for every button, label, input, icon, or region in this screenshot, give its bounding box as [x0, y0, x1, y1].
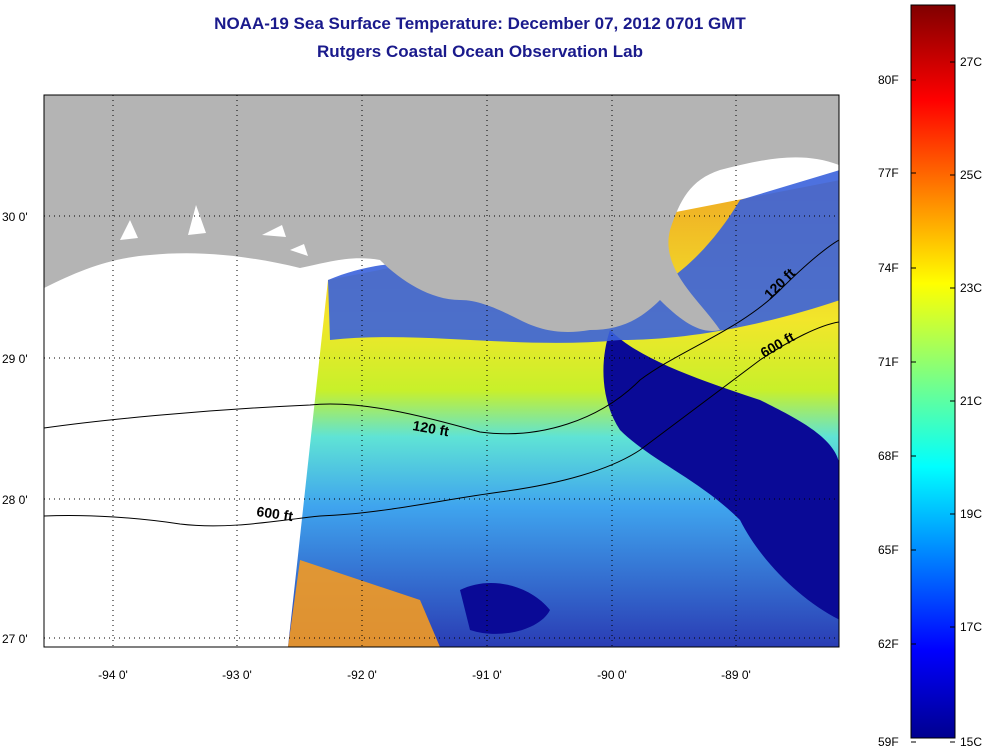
lon-tick-label: -94 0' [98, 668, 128, 682]
sst-cold-plume [603, 330, 839, 620]
map-title: NOAA-19 Sea Surface Temperature: Decembe… [214, 14, 746, 33]
lon-tick-label: -90 0' [597, 668, 627, 682]
colorbar-c-label: 19C [960, 507, 982, 521]
lat-tick-label: 29 0' [2, 352, 28, 366]
lon-tick-label: -91 0' [472, 668, 502, 682]
lat-tick-label: 28 0' [2, 493, 28, 507]
colorbar-c-label: 27C [960, 55, 982, 69]
lon-tick-label: -92 0' [347, 668, 377, 682]
lon-tick-label: -89 0' [721, 668, 751, 682]
lon-tick-label: -93 0' [222, 668, 252, 682]
contour-label: 120 ft [411, 417, 450, 439]
colorbar-f-label: 59F [878, 735, 899, 749]
colorbar-f-label: 65F [878, 543, 899, 557]
colorbar-f-label: 68F [878, 449, 899, 463]
colorbar-f-label: 77F [878, 166, 899, 180]
map-frame [43, 94, 840, 648]
colorbar-f-label: 62F [878, 637, 899, 651]
map-subtitle: Rutgers Coastal Ocean Observation Lab [317, 42, 643, 61]
contour-label: 600 ft [256, 503, 295, 524]
colorbar-c-label: 15C [960, 735, 982, 749]
lat-tick-label: 27 0' [2, 632, 28, 646]
colorbar-f-label: 80F [878, 73, 899, 87]
colorbar-f-label: 71F [878, 355, 899, 369]
colorbar-c-label: 25C [960, 168, 982, 182]
contour-120ft [44, 239, 839, 435]
contour-600ft [44, 321, 839, 527]
colorbar-c-label: 23C [960, 281, 982, 295]
colorbar-f-label: 74F [878, 261, 899, 275]
lat-tick-label: 30 0' [2, 210, 28, 224]
colorbar-c-label: 21C [960, 394, 982, 408]
sst-warm-region [288, 560, 440, 647]
land-mass [44, 95, 839, 332]
colorbar-c-label: 17C [960, 620, 982, 634]
colorbar-gradient [910, 4, 956, 739]
sst-cold-patch [460, 582, 550, 634]
